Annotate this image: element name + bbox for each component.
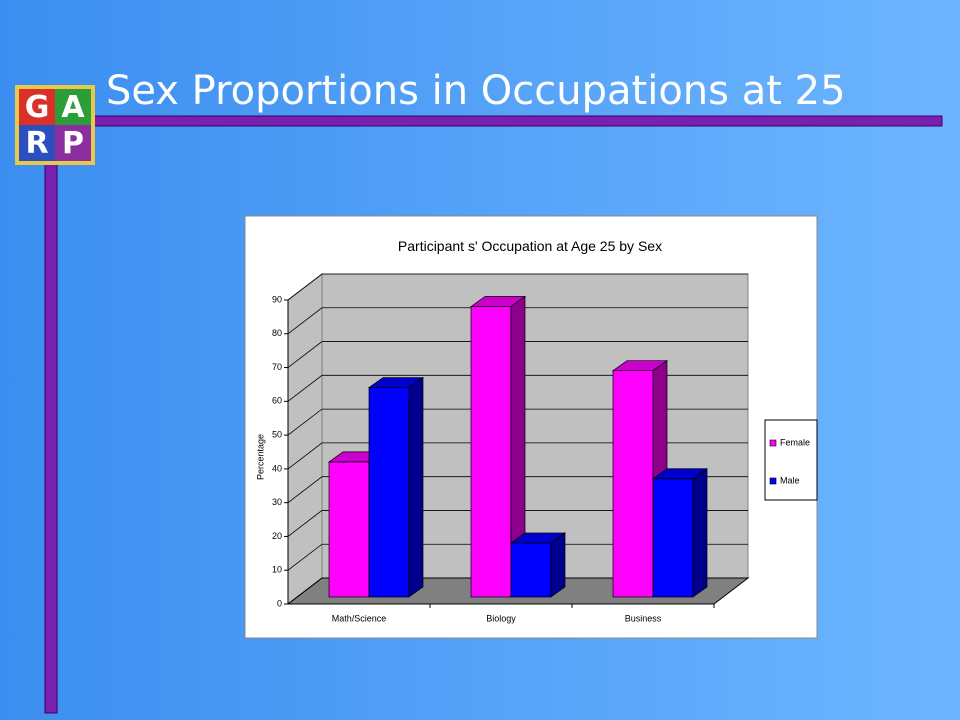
logo-letter: G xyxy=(25,90,50,125)
rule-vertical xyxy=(44,159,58,714)
y-tick-label: 70 xyxy=(272,362,282,372)
bar-front xyxy=(328,461,370,598)
logo-letter: P xyxy=(62,126,84,161)
bar-front xyxy=(612,370,654,598)
grid-line xyxy=(287,476,748,503)
grid-line xyxy=(287,543,748,571)
legend-label: Male xyxy=(780,475,800,485)
chart-title: Participant s' Occupation at Age 25 by S… xyxy=(398,238,662,254)
bar-side xyxy=(692,468,708,598)
legend-swatch xyxy=(769,439,777,447)
y-tick-label: 60 xyxy=(272,396,282,406)
bar-side xyxy=(408,376,424,598)
y-tick-label: 90 xyxy=(272,294,282,304)
y-tick-label: 40 xyxy=(272,463,282,473)
logo-cell xyxy=(55,125,91,161)
legend-swatch xyxy=(769,477,777,485)
y-axis-label: Percentage xyxy=(255,434,265,480)
x-tick-label: Math/Science xyxy=(332,613,387,623)
bar-front xyxy=(368,387,410,598)
grid-line xyxy=(287,408,748,436)
logo-cell xyxy=(55,89,91,125)
side-wall xyxy=(287,272,323,606)
grid-line xyxy=(287,273,748,301)
y-tick-label: 50 xyxy=(272,429,282,439)
bar-front xyxy=(510,542,552,598)
legend xyxy=(764,419,818,501)
logo-cell xyxy=(19,125,55,161)
grid-line xyxy=(287,341,748,368)
y-tick-label: 10 xyxy=(272,565,282,575)
logo-cell xyxy=(19,89,55,125)
grid-line xyxy=(287,307,748,335)
logo: G A R P xyxy=(15,85,95,165)
x-tick-label: Biology xyxy=(486,613,516,623)
rule-horizontal xyxy=(89,115,943,127)
grid-line xyxy=(287,510,748,537)
slide-title: Sex Proportions in Occupations at 25 xyxy=(106,68,846,114)
bar-front xyxy=(470,306,512,598)
logo-letter: R xyxy=(25,126,48,161)
bar-side xyxy=(550,532,566,598)
grid-line xyxy=(287,374,748,402)
bar-front xyxy=(652,478,694,598)
grid-line xyxy=(287,442,748,470)
y-tick-label: 0 xyxy=(277,598,282,608)
x-tick-label: Business xyxy=(625,613,662,623)
grid-line xyxy=(287,577,748,605)
logo-letter: A xyxy=(61,90,85,125)
y-tick-label: 20 xyxy=(272,531,282,541)
y-tick-label: 30 xyxy=(272,497,282,507)
y-tick-label: 80 xyxy=(272,328,282,338)
legend-label: Female xyxy=(780,437,810,447)
